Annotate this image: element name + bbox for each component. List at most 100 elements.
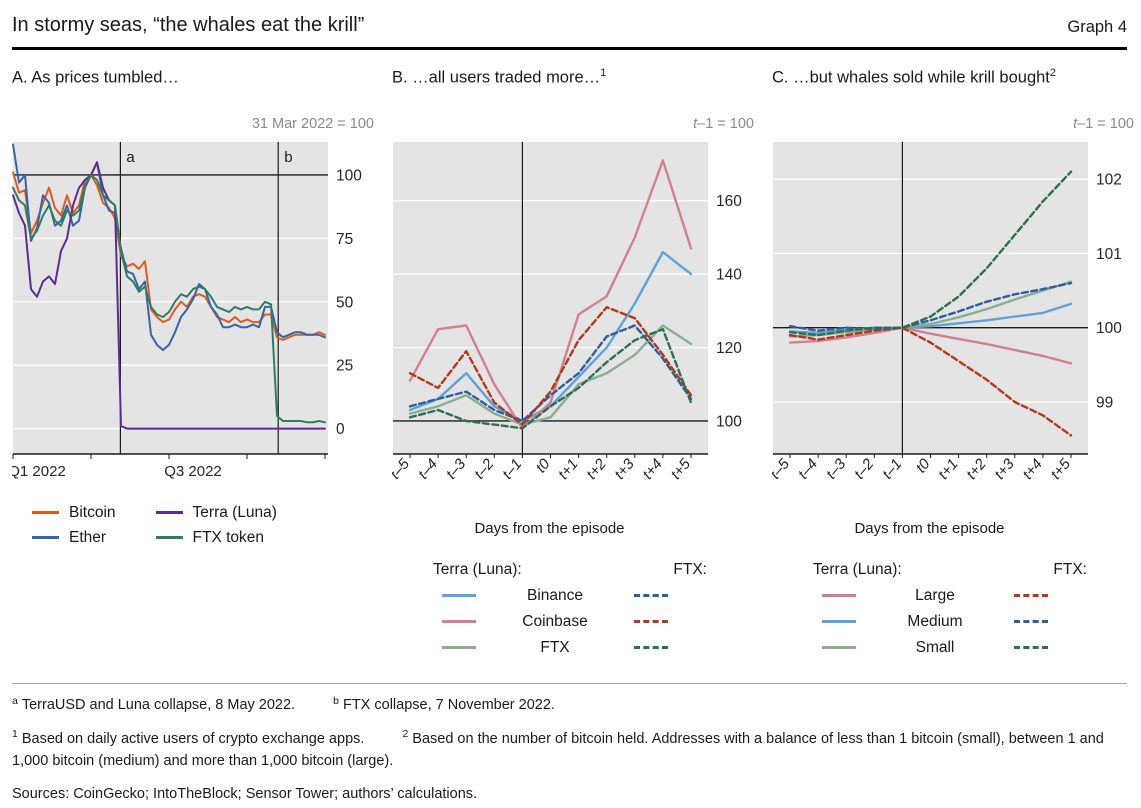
svg-text:Q3 2022: Q3 2022 bbox=[164, 463, 222, 480]
medium-dashed-swatch bbox=[1014, 620, 1048, 623]
legend-group-terra: Terra (Luna): bbox=[433, 560, 522, 578]
svg-text:0: 0 bbox=[336, 421, 345, 438]
svg-text:99: 99 bbox=[1096, 394, 1113, 411]
legend-row-small: Small bbox=[807, 639, 1099, 657]
svg-text:t+5: t+5 bbox=[667, 455, 694, 483]
small-dashed-swatch bbox=[1014, 646, 1048, 649]
svg-text:100: 100 bbox=[1096, 320, 1122, 337]
panel-a-title: A. As prices tumbled… bbox=[12, 66, 374, 112]
svg-text:t+4: t+4 bbox=[1019, 455, 1046, 482]
svg-text:t+3: t+3 bbox=[611, 455, 638, 483]
panel-c-title-sup: 2 bbox=[1049, 66, 1057, 79]
panel-c-index-note: t–1 = 100 bbox=[1073, 115, 1134, 132]
svg-text:a: a bbox=[126, 149, 135, 166]
svg-text:t+5: t+5 bbox=[1047, 455, 1074, 483]
ftx-token-line-swatch bbox=[155, 536, 183, 539]
coinbase-solid-swatch bbox=[442, 620, 476, 623]
panel-c-legend: Terra (Luna): FTX: Large Medium Small bbox=[807, 561, 1099, 657]
panel-b-title-text: B. …all users traded more… bbox=[392, 68, 601, 86]
svg-text:140: 140 bbox=[716, 266, 742, 283]
bitcoin-line-swatch bbox=[32, 511, 59, 514]
legend-item-ftx-token: FTX token bbox=[155, 529, 277, 547]
footnote-b: b FTX collapse, 7 November 2022. bbox=[333, 694, 555, 714]
page-title: In stormy seas, “the whales eat the kril… bbox=[12, 14, 365, 36]
svg-text:100: 100 bbox=[716, 413, 742, 430]
svg-text:101: 101 bbox=[1096, 245, 1122, 262]
panel-b-index-note: t–1 = 100 bbox=[693, 115, 754, 132]
panel-a-index-note: 31 Mar 2022 = 100 bbox=[251, 115, 374, 132]
panel-c-title: C. …but whales sold while krill bought2 bbox=[772, 66, 1134, 112]
legend-item-terra: Terra (Luna) bbox=[155, 504, 277, 522]
legend-row-binance: Binance bbox=[427, 587, 719, 605]
legend-group-terra: Terra (Luna): bbox=[813, 560, 902, 578]
svg-text:t0: t0 bbox=[912, 455, 933, 476]
svg-text:t–3: t–3 bbox=[443, 455, 470, 482]
panel-b-title: B. …all users traded more…1 bbox=[392, 66, 754, 112]
legend-row-ftx: FTX bbox=[427, 639, 719, 657]
svg-text:t0: t0 bbox=[532, 455, 553, 476]
ftx-solid-swatch bbox=[442, 646, 476, 649]
panel-b-legend: Terra (Luna): FTX: Binance Coinbase FTX bbox=[427, 561, 719, 657]
svg-text:t–4: t–4 bbox=[795, 455, 821, 482]
legend-row-large: Large bbox=[807, 587, 1099, 605]
ftx-dashed-swatch bbox=[634, 646, 668, 649]
svg-text:t–3: t–3 bbox=[823, 455, 850, 482]
panel-b-title-sup: 1 bbox=[600, 66, 607, 79]
legend-item-bitcoin: Bitcoin bbox=[32, 504, 116, 522]
svg-text:Q1 2022: Q1 2022 bbox=[12, 463, 66, 480]
panel-b: B. …all users traded more…1 t–1 = 100 10… bbox=[392, 66, 754, 665]
panel-c-x-axis-label: Days from the episode bbox=[854, 519, 1005, 537]
svg-text:75: 75 bbox=[336, 230, 353, 247]
small-solid-swatch bbox=[822, 646, 856, 649]
title-rule bbox=[12, 47, 1127, 50]
ether-line-swatch bbox=[32, 536, 59, 539]
panel-b-x-axis-label: Days from the episode bbox=[474, 519, 625, 537]
svg-text:t–1: t–1 bbox=[879, 455, 905, 482]
svg-text:t+3: t+3 bbox=[991, 455, 1018, 483]
sources-line: Sources: CoinGecko; IntoTheBlock; Sensor… bbox=[12, 786, 478, 803]
svg-text:100: 100 bbox=[336, 167, 362, 184]
svg-text:t–2: t–2 bbox=[471, 455, 498, 482]
svg-text:t+1: t+1 bbox=[935, 455, 962, 482]
svg-text:t+2: t+2 bbox=[963, 455, 990, 483]
legend-row-medium: Medium bbox=[807, 613, 1099, 631]
panel-c-chart: 99 100 101 102 t–5 t–4 t–3 t–2 t–1 t0 t+1 t+2 t+3 t+4… bbox=[772, 141, 1122, 483]
footnote-2: 2 Based on the number of bitcoin held. Ad… bbox=[12, 728, 1104, 769]
svg-text:120: 120 bbox=[716, 340, 742, 357]
svg-text:102: 102 bbox=[1096, 171, 1122, 188]
svg-text:160: 160 bbox=[716, 193, 742, 210]
footnote-ab: a TerraUSD and Luna collapse, 8 May 2022.… bbox=[12, 694, 1127, 718]
panels-row: A. As prices tumbled… 31 Mar 2022 = 100 … bbox=[12, 66, 1134, 665]
svg-text:b: b bbox=[284, 149, 292, 166]
coinbase-dashed-swatch bbox=[634, 620, 668, 623]
graph-number: Graph 4 bbox=[1067, 18, 1127, 36]
panel-a-legend: Bitcoin Ether Terra (Luna) FTX token bbox=[32, 504, 374, 554]
medium-solid-swatch bbox=[822, 620, 856, 623]
legend-group-ftx: FTX: bbox=[673, 560, 707, 578]
svg-text:t–4: t–4 bbox=[415, 455, 441, 482]
panel-a-title-text: A. As prices tumbled… bbox=[12, 68, 179, 86]
title-bar: In stormy seas, “the whales eat the kril… bbox=[12, 10, 1127, 47]
terra-line-swatch bbox=[155, 511, 183, 514]
svg-text:t–1: t–1 bbox=[499, 455, 525, 482]
legend-group-ftx: FTX: bbox=[1053, 560, 1087, 578]
large-dashed-swatch bbox=[1014, 594, 1048, 597]
svg-text:25: 25 bbox=[336, 357, 353, 374]
footnote-rule bbox=[12, 682, 1127, 684]
svg-text:50: 50 bbox=[336, 294, 354, 311]
svg-text:t+1: t+1 bbox=[555, 455, 582, 482]
panel-a-chart: a b 0 25 50 75 100 Q1 2022 Q3 2022 bbox=[12, 141, 362, 480]
panel-c: C. …but whales sold while krill bought2 … bbox=[772, 66, 1134, 665]
panel-c-title-text: C. …but whales sold while krill bought bbox=[772, 68, 1050, 86]
legend-row-coinbase: Coinbase bbox=[427, 613, 719, 631]
binance-solid-swatch bbox=[442, 594, 476, 597]
legend-item-ether: Ether bbox=[32, 529, 116, 547]
svg-text:t–2: t–2 bbox=[851, 455, 878, 482]
svg-text:t+4: t+4 bbox=[639, 455, 666, 482]
large-solid-swatch bbox=[822, 594, 856, 597]
footnote-a: a TerraUSD and Luna collapse, 8 May 2022. bbox=[12, 694, 296, 714]
footnote-12: 1 Based on daily active users of crypto e… bbox=[12, 727, 1127, 772]
binance-dashed-swatch bbox=[634, 594, 668, 597]
